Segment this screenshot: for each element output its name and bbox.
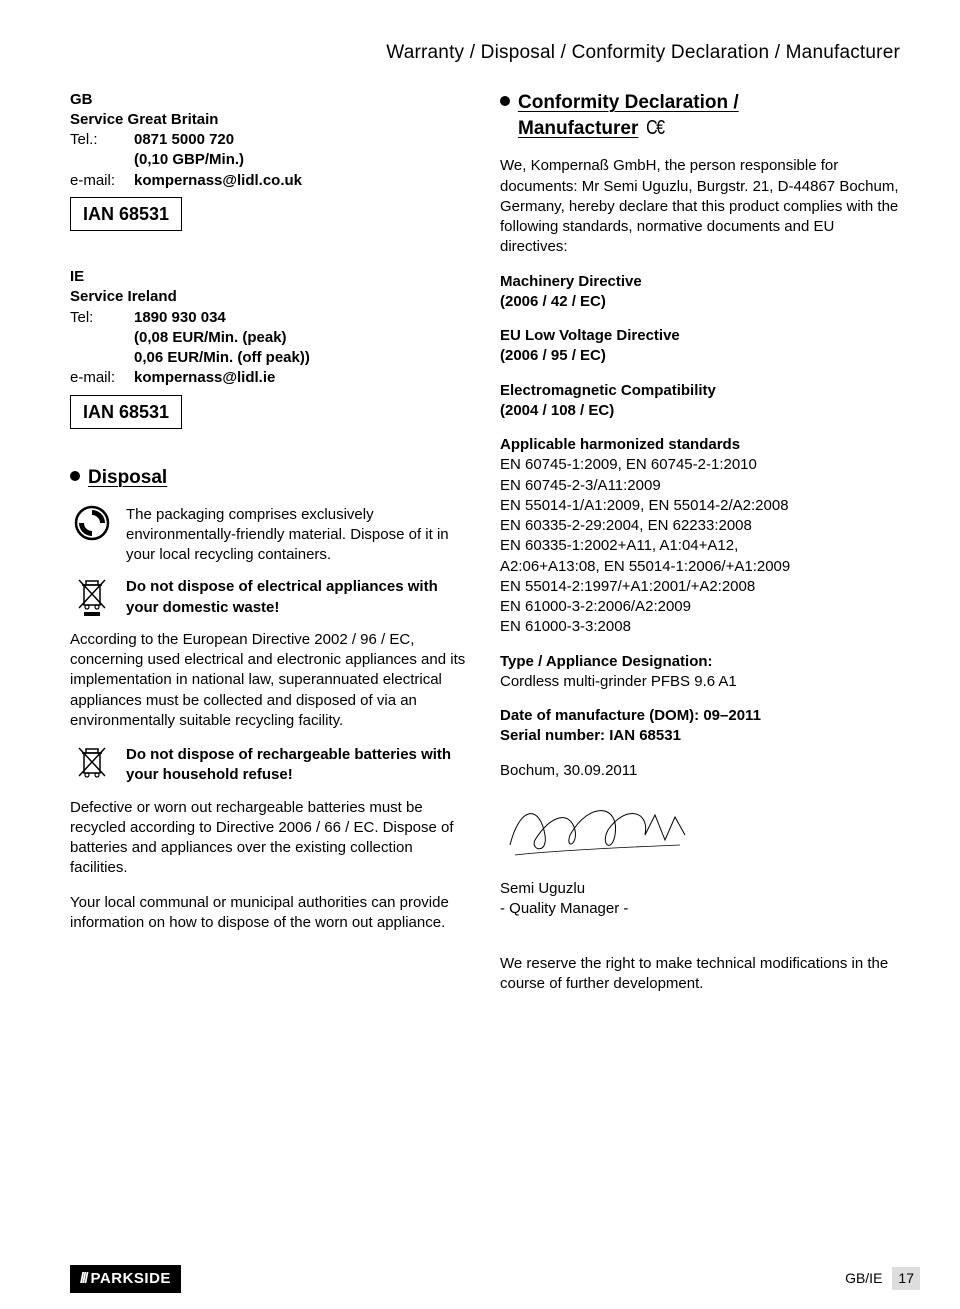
service-gb: GB Service Great Britain Tel.: 0871 5000… [70, 90, 470, 250]
conformity-title-l2: Manufacturer [518, 118, 638, 139]
std-6: EN 55014-2:1997/+A1:2001/+A2:2008 [500, 577, 900, 597]
dom: Date of manufacture (DOM): 09–2011 [500, 706, 900, 726]
std-0: EN 60745-1:2009, EN 60745-2-1:2010 [500, 455, 900, 475]
gb-service: Service Great Britain [70, 110, 470, 130]
ie-email: kompernass@lidl.ie [134, 368, 275, 388]
gb-email: kompernass@lidl.co.uk [134, 171, 302, 191]
disposal-p6: Your local communal or municipal authori… [70, 893, 470, 934]
signature-icon [500, 795, 900, 871]
disposal-recycle-row: The packaging comprises exclusively envi… [70, 505, 470, 566]
disposal-battery-row: Do not dispose of rechargeable batteries… [70, 745, 470, 786]
ce-mark-icon: C€ [646, 115, 663, 142]
bullet-icon [500, 96, 510, 106]
crossed-bin-icon [70, 577, 114, 617]
disposal-p4: Do not dispose of rechargeable batteries… [126, 745, 470, 786]
ie-service: Service Ireland [70, 287, 470, 307]
d2-val: (2006 / 95 / EC) [500, 346, 900, 366]
standards-head: Applicable harmonized standards [500, 435, 900, 455]
right-column: Conformity Declaration / Manufacturer C€… [500, 90, 900, 1008]
type-head: Type / Appliance Designation: [500, 652, 900, 672]
std-2: EN 55014-1/A1:2009, EN 55014-2/A2:2008 [500, 496, 900, 516]
std-1: EN 60745-2-3/A11:2009 [500, 476, 900, 496]
directive-emc: Electromagnetic Compatibility (2004 / 10… [500, 381, 900, 422]
std-8: EN 61000-3-3:2008 [500, 617, 900, 637]
directive-machinery: Machinery Directive (2006 / 42 / EC) [500, 272, 900, 313]
ie-tel: 1890 930 034 [134, 308, 226, 328]
type-block: Type / Appliance Designation: Cordless m… [500, 652, 900, 693]
conformity-intro: We, Kompernaß GmbH, the person responsib… [500, 156, 900, 257]
crossed-bin-battery-icon [70, 745, 114, 785]
gb-tel: 0871 5000 720 [134, 130, 234, 150]
d3-val: (2004 / 108 / EC) [500, 401, 900, 421]
ie-email-label: e-mail: [70, 368, 134, 388]
service-ie: IE Service Ireland Tel: 1890 930 034 (0,… [70, 267, 470, 447]
gb-tel-label: Tel.: [70, 130, 134, 150]
left-column: GB Service Great Britain Tel.: 0871 5000… [70, 90, 470, 1008]
page-header: Warranty / Disposal / Conformity Declara… [70, 40, 900, 66]
disposal-weee-row: Do not dispose of electrical appliances … [70, 577, 470, 618]
signer-name: Semi Uguzlu [500, 879, 900, 899]
conformity-heading: Conformity Declaration / Manufacturer C€ [500, 90, 900, 143]
std-7: EN 61000-3-2:2006/A2:2009 [500, 597, 900, 617]
d1-val: (2006 / 42 / EC) [500, 292, 900, 312]
conformity-title-l1: Conformity Declaration / [518, 92, 739, 113]
disposal-p2: Do not dispose of electrical appliances … [126, 577, 470, 618]
disposal-p1: The packaging comprises exclusively envi… [126, 505, 470, 566]
page-indicator: GB/IE 17 [845, 1267, 920, 1290]
disposal-heading: Disposal [70, 465, 470, 491]
gb-email-label: e-mail: [70, 171, 134, 191]
std-4: EN 60335-1:2002+A11, A1:04+A12, [500, 536, 900, 556]
ie-tel-label: Tel: [70, 308, 134, 328]
ie-ian: IAN 68531 [70, 395, 182, 429]
disposal-p3: According to the European Directive 2002… [70, 630, 470, 731]
footer-region: GB/IE [845, 1269, 882, 1288]
std-5: A2:06+A13:08, EN 55014-1:2006/+A1:2009 [500, 557, 900, 577]
d2-head: EU Low Voltage Directive [500, 326, 900, 346]
reserve-note: We reserve the right to make technical m… [500, 954, 900, 995]
disposal-p5: Defective or worn out rechargeable batte… [70, 798, 470, 879]
gb-rate: (0,10 GBP/Min.) [70, 150, 470, 170]
brand-logo: ///PARKSIDE [70, 1265, 181, 1293]
type-val: Cordless multi-grinder PFBS 9.6 A1 [500, 672, 900, 692]
ie-rate2: 0,06 EUR/Min. (off peak)) [70, 348, 470, 368]
gb-country: GB [70, 90, 470, 110]
directive-lowvoltage: EU Low Voltage Directive (2006 / 95 / EC… [500, 326, 900, 367]
ie-rate1: (0,08 EUR/Min. (peak) [70, 328, 470, 348]
dom-block: Date of manufacture (DOM): 09–2011 Seria… [500, 706, 900, 747]
standards-block: Applicable harmonized standards EN 60745… [500, 435, 900, 638]
std-3: EN 60335-2-29:2004, EN 62233:2008 [500, 516, 900, 536]
signer-role: - Quality Manager - [500, 899, 900, 919]
d1-head: Machinery Directive [500, 272, 900, 292]
place-date: Bochum, 30.09.2011 [500, 761, 900, 781]
serial: Serial number: IAN 68531 [500, 726, 900, 746]
disposal-title: Disposal [88, 465, 167, 491]
ie-country: IE [70, 267, 470, 287]
footer-page: 17 [892, 1267, 920, 1290]
gb-ian: IAN 68531 [70, 197, 182, 231]
bullet-icon [70, 471, 80, 481]
d3-head: Electromagnetic Compatibility [500, 381, 900, 401]
recycle-icon [70, 505, 114, 541]
page-footer: ///PARKSIDE GB/IE 17 [0, 1265, 960, 1293]
